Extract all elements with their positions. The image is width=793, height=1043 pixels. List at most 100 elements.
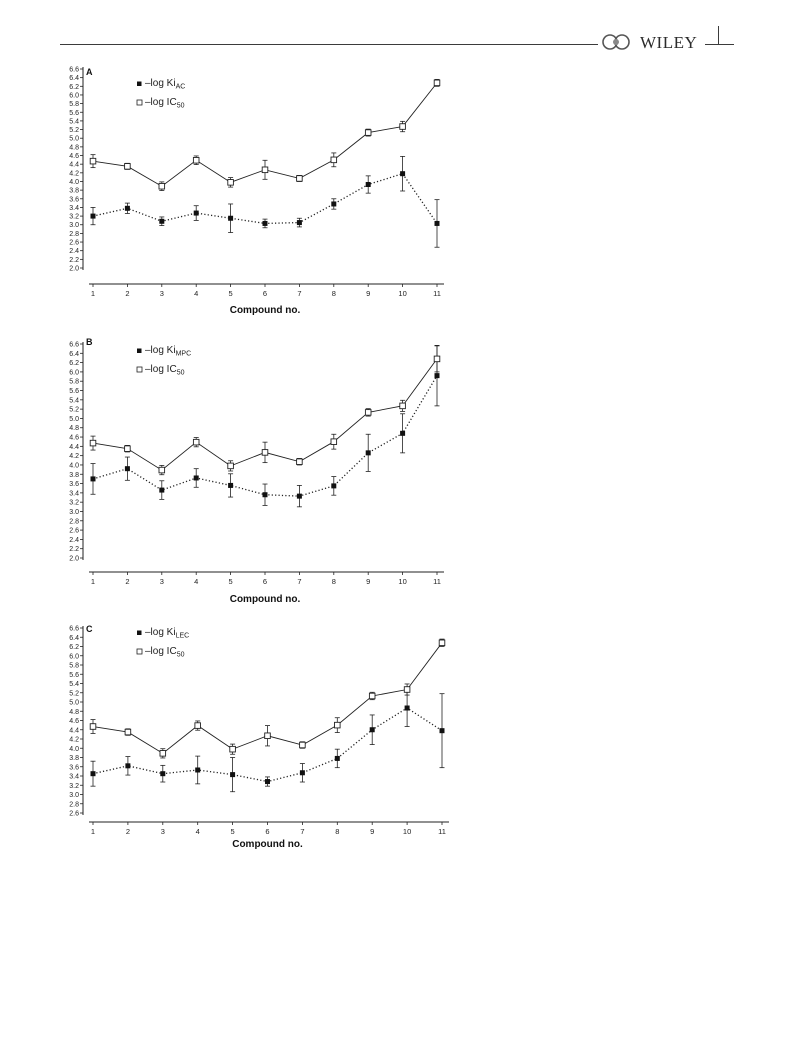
y-tick-label: 5.6 [69,388,79,395]
data-point [403,686,411,693]
x-tick-label: 3 [161,827,165,836]
data-point [330,438,338,445]
y-tick-label: 4.4 [69,727,79,734]
y-tick-label: 5.6 [69,672,79,679]
data-point [159,750,167,757]
y-tick-label: 3.0 [69,792,79,799]
x-tick-label: 3 [160,577,164,586]
data-point [158,182,166,190]
x-tick-label: 4 [196,827,200,836]
data-point [90,771,96,777]
data-point [124,466,130,472]
data-point [299,770,305,776]
data-point [265,779,270,785]
x-axis-label: Compound no. [230,305,301,316]
chart-panel-a: A 2.0 2.2 2.42.6 2.8 3.03.2 3.4 3.63.8 4.0 4.24.4… [69,67,444,316]
data-point [192,157,200,164]
y-tick-label: 6.2 [69,360,79,367]
data-point [365,182,371,188]
series-ic50 [89,78,441,191]
series-ic50 [89,345,441,476]
x-tick-label: 2 [126,827,130,836]
wiley-logo-icon [602,34,630,50]
y-tick-label: 5.8 [69,379,79,386]
data-point [228,482,234,488]
x-tick-label: 10 [403,827,411,836]
data-point [124,445,131,452]
y-tick-label: 5.2 [69,407,79,414]
y-tick-label: 5.4 [69,681,79,688]
y-tick-label: 4.8 [69,709,79,716]
y-tick-label: 5.0 [69,136,79,143]
y-tick-label: 5.6 [69,110,79,117]
y-tick-label: 3.2 [69,214,79,221]
data-point [433,79,441,87]
x-tick-label: 11 [433,577,441,586]
data-point [400,430,406,436]
y-tick-label: 2.0 [69,266,79,273]
y-tick-label: 4.2 [69,170,79,177]
x-tick-label: 6 [263,577,267,586]
y-tick-label: 3.2 [69,783,79,790]
y-tick-label: 4.2 [69,453,79,460]
x-tick-label: 4 [194,577,198,586]
data-point [434,373,440,379]
data-point [439,728,445,734]
series-ki [90,155,440,248]
data-point [89,723,97,730]
y-tick-label: 2.6 [69,811,79,818]
data-point [296,175,303,182]
x-tick-label: 5 [229,289,233,298]
x-tick-label: 10 [398,289,406,298]
data-point [228,215,234,221]
panel-label: B [86,337,93,347]
data-point [194,722,201,729]
chart-panel-b: B 2.0 2.2 2.4 2.6 2.8 3.0 3.2 3.4 3.6 3.8 4.0 4.2 4.4… [69,337,444,605]
y-tick-label: 3.6 [69,196,79,203]
series-line [92,172,438,225]
y-tick-label: 4.6 [69,153,79,160]
x-tick-label: 1 [91,827,95,836]
y-tick-label: 2.6 [69,528,79,535]
x-tick-label: 8 [332,577,336,586]
y-tick-label: 2.6 [69,240,79,247]
y-tick-label: 4.0 [69,746,79,753]
data-point [438,639,446,647]
y-tick-label: 4.0 [69,179,79,186]
y-tick-label: 4.8 [69,144,79,151]
y-tick-label: 5.0 [69,700,79,707]
legend-label: –log KiAC [145,78,185,91]
x-tick-label: 8 [335,827,339,836]
x-tick-label: 3 [160,289,164,298]
y-tick-label: 6.4 [69,635,79,642]
y-tick-label: 6.2 [69,644,79,651]
data-point [262,220,268,226]
data-point [264,732,271,740]
y-tick-label: 4.4 [69,162,79,169]
data-point [296,493,302,499]
y-tick-label: 5.8 [69,663,79,670]
data-point [193,475,199,481]
panel-label: A [86,67,93,77]
y-tick-label: 6.0 [69,653,79,660]
x-axis-label: Compound no. [230,594,301,605]
y-tick-label: 6.0 [69,369,79,376]
y-tick-label: 2.2 [69,257,79,264]
data-point [124,163,131,170]
y-tick-label: 3.4 [69,490,79,497]
data-point [296,458,303,465]
x-tick-label: 9 [370,827,374,836]
data-point [261,166,269,174]
y-tick-label: 3.2 [69,500,79,507]
y-tick-label: 3.6 [69,764,79,771]
y-tick-label: 3.8 [69,755,79,762]
y-tick-label: 3.4 [69,205,79,212]
x-tick-label: 11 [433,289,441,298]
legend-marker [137,81,142,86]
panel-label: C [86,624,93,634]
data-point [433,355,441,363]
y-tick-label: 4.4 [69,444,79,451]
data-point [159,487,165,493]
legend-marker [136,648,143,655]
data-point [159,218,165,224]
